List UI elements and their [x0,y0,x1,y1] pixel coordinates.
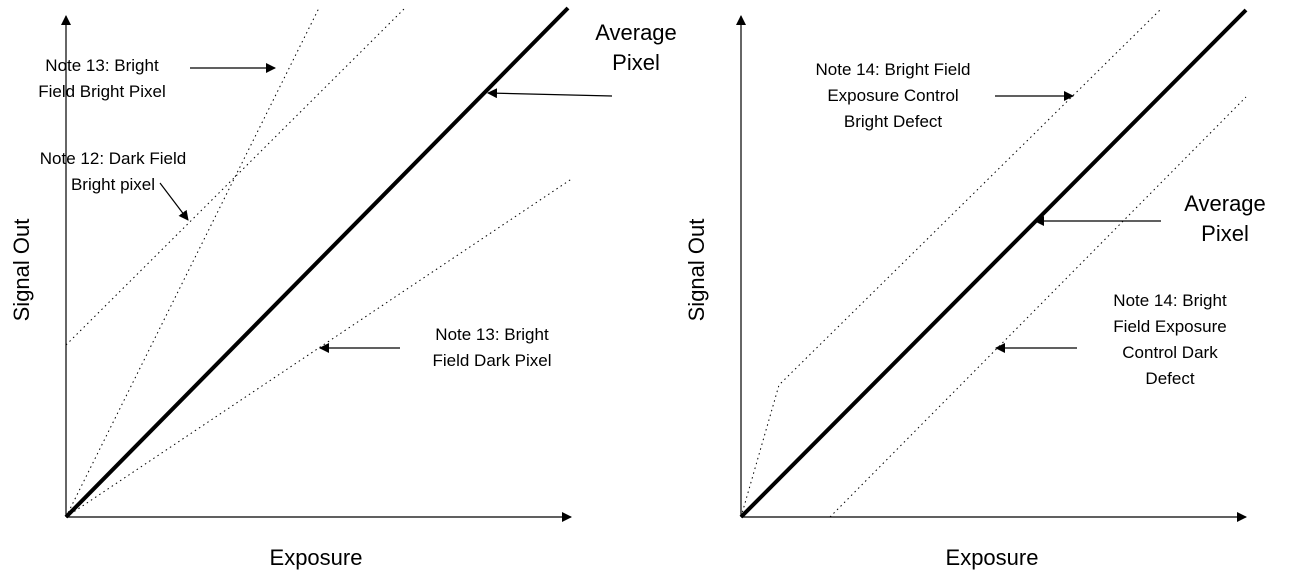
left-x-axis-label: Exposure [269,545,363,570]
left-average-pixel-arrow [487,88,613,99]
right-average-pixel-line [739,8,1248,519]
left-panel [61,6,613,522]
right-note14-bright-label: Note 14: Bright Field Exposure Control B… [815,60,971,131]
right-y-axis-label: Signal Out [684,218,709,322]
right-dark-defect-line [829,96,1247,518]
left-y-axis-label: Signal Out [9,218,34,322]
left-note13-dark-label: Note 13: Bright Field Dark Pixel [432,325,552,370]
left-average-pixel-line [64,6,570,519]
left-note13-bright-label: Note 13: Bright Field Bright Pixel [38,56,166,101]
right-average-pixel-label: Average Pixel [1184,191,1266,246]
right-bright-defect-line [740,7,1163,518]
right-note14-dark-label: Note 14: Bright Field Exposure Control D… [1113,291,1227,388]
right-x-axis-label: Exposure [945,545,1039,570]
left-average-pixel-label: Average Pixel [595,20,677,75]
left-note12-label: Note 12: Dark Field Bright pixel [39,149,187,194]
left-note12-arrow [159,182,189,221]
right-panel [736,7,1248,522]
